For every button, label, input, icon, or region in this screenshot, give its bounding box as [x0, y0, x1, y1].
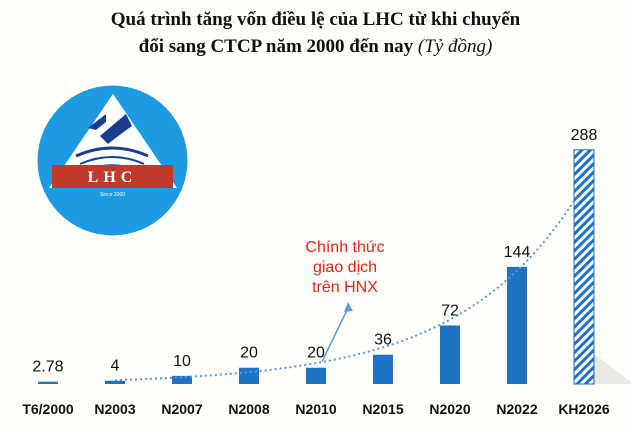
category-label: KH2026 [558, 401, 610, 417]
bar-kh2026 [573, 149, 595, 385]
annotation-line: trên HNX [312, 279, 378, 296]
logo-arc-2 [79, 156, 145, 165]
value-label: 144 [504, 244, 531, 261]
annotation-line: Chính thức [305, 239, 384, 256]
annotation-arrowhead [344, 302, 353, 312]
chart-title-line2-wrap: đổi sang CTCP năm 2000 đến nay (Tỷ đồng) [0, 33, 631, 60]
chart-title-line2: đổi sang CTCP năm 2000 đến nay [138, 36, 414, 57]
bar-shadow [594, 354, 631, 384]
logo-text: LHC [88, 169, 138, 186]
bar-n2007 [172, 375, 192, 384]
value-label: 10 [173, 353, 191, 370]
category-label: N2015 [362, 401, 403, 417]
bar-n2015 [373, 354, 393, 384]
category-label: N2020 [429, 401, 470, 417]
category-label: N2008 [228, 401, 269, 417]
value-label: 20 [307, 345, 325, 362]
value-label: 72 [441, 302, 459, 319]
annotation-line: giao dịch [313, 259, 377, 276]
logo-mark-top [88, 114, 106, 130]
bar-n2003 [105, 380, 125, 384]
category-label: T6/2000 [22, 401, 74, 417]
logo-small-text: Since 2000 [100, 192, 125, 198]
bar-n2010 [306, 367, 326, 384]
chart-title-line1: Quá trình tăng vốn điều lệ của LHC từ kh… [110, 9, 521, 30]
category-label: N2022 [496, 401, 537, 417]
lhc-logo: LHC Since 2000 [37, 85, 188, 236]
chart-title: Quá trình tăng vốn điều lệ của LHC từ kh… [0, 6, 631, 60]
logo-arc-1 [75, 146, 149, 158]
category-label: N2010 [295, 401, 336, 417]
bar-n2022 [507, 266, 527, 384]
category-label: N2003 [94, 401, 135, 417]
bar-n2008 [239, 367, 259, 384]
value-label: 4 [111, 358, 120, 375]
annotation-arrow [321, 307, 349, 363]
logo-band [52, 165, 173, 188]
logo-mark-wing [100, 114, 132, 144]
bar-t6-2000 [38, 381, 58, 384]
value-label: 20 [240, 345, 258, 362]
bar-n2020 [440, 325, 460, 384]
chart-unit: (Tỷ đồng) [417, 36, 493, 57]
value-label: 36 [374, 332, 392, 349]
category-label: N2007 [161, 401, 202, 417]
value-label: 2.78 [32, 359, 63, 376]
value-label: 288 [571, 127, 598, 144]
